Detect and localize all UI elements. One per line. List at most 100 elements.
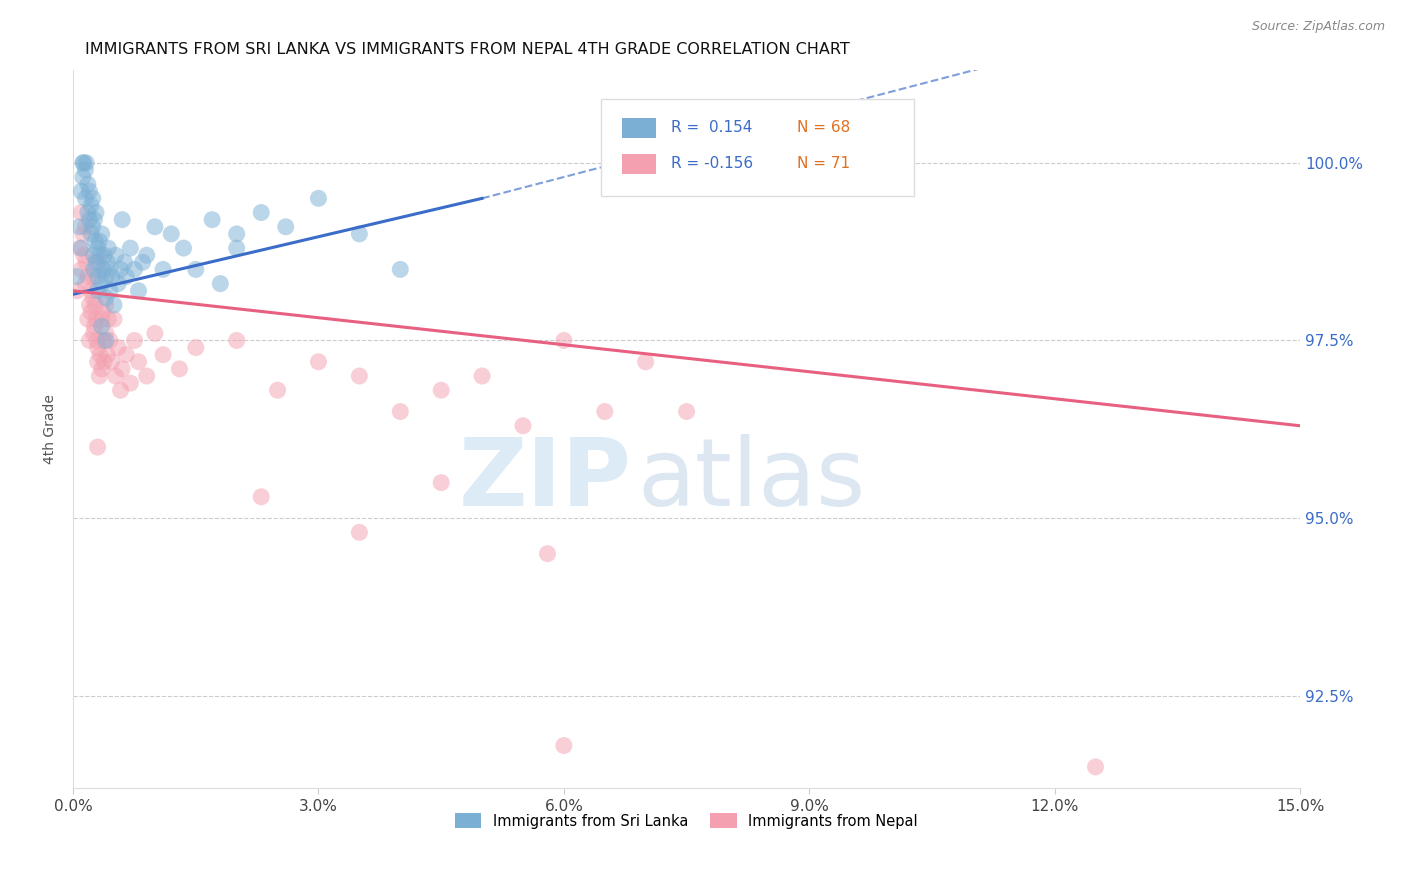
Point: [94, 326, 117, 341]
Point: [69, 219, 91, 234]
Point: [131, 255, 153, 269]
Point: [70, 241, 93, 255]
Point: [98, 334, 121, 348]
Point: [94, 269, 117, 284]
Point: [73, 156, 96, 170]
Point: [96, 255, 118, 269]
Point: [471, 369, 494, 384]
Point: [79, 334, 101, 348]
Point: [94, 291, 117, 305]
Point: [111, 212, 134, 227]
Point: [75, 191, 97, 205]
Point: [114, 255, 136, 269]
Point: [128, 355, 150, 369]
Point: [593, 404, 616, 418]
Point: [389, 262, 412, 277]
Point: [89, 234, 111, 248]
Point: [225, 227, 247, 241]
Point: [143, 219, 166, 234]
Point: [115, 348, 138, 362]
Point: [76, 177, 98, 191]
Point: [536, 547, 558, 561]
Point: [104, 369, 127, 384]
Point: [66, 269, 89, 284]
Point: [93, 355, 115, 369]
Point: [72, 227, 94, 241]
Point: [430, 475, 453, 490]
Point: [160, 227, 183, 241]
Point: [93, 248, 115, 262]
Point: [73, 248, 96, 262]
Point: [84, 312, 107, 326]
Point: [90, 227, 112, 241]
Point: [201, 212, 224, 227]
Point: [98, 284, 121, 298]
Point: [97, 312, 120, 326]
Point: [97, 241, 120, 255]
Point: [93, 334, 115, 348]
Point: [104, 248, 127, 262]
Bar: [621, 118, 655, 138]
Point: [86, 269, 108, 284]
Point: [173, 241, 195, 255]
Point: [90, 319, 112, 334]
Point: [89, 369, 111, 384]
Point: [70, 205, 93, 219]
Point: [80, 284, 103, 298]
Point: [86, 341, 108, 355]
Bar: [621, 153, 655, 174]
Point: [250, 205, 273, 219]
Point: [83, 212, 105, 227]
Point: [430, 383, 453, 397]
Point: [107, 341, 129, 355]
Point: [83, 248, 105, 262]
Point: [76, 205, 98, 219]
Text: R =  0.154: R = 0.154: [671, 120, 752, 136]
Point: [225, 334, 247, 348]
Point: [76, 269, 98, 284]
Point: [209, 277, 232, 291]
Point: [84, 298, 107, 312]
Point: [75, 156, 97, 170]
Point: [634, 355, 657, 369]
Point: [86, 284, 108, 298]
Point: [124, 262, 146, 277]
Text: R = -0.156: R = -0.156: [671, 156, 752, 171]
Point: [107, 277, 129, 291]
Point: [90, 277, 112, 291]
Point: [103, 312, 125, 326]
Point: [135, 369, 157, 384]
Point: [110, 383, 132, 397]
Point: [93, 262, 115, 277]
Point: [111, 362, 134, 376]
Point: [79, 212, 101, 227]
Point: [83, 269, 105, 284]
Point: [70, 262, 93, 277]
Point: [90, 312, 112, 326]
Point: [98, 262, 121, 277]
Point: [120, 376, 142, 390]
Point: [69, 241, 91, 255]
Point: [89, 248, 111, 262]
Point: [75, 277, 97, 291]
Legend: Immigrants from Sri Lanka, Immigrants from Nepal: Immigrants from Sri Lanka, Immigrants fr…: [450, 807, 924, 835]
Point: [349, 369, 371, 384]
Point: [308, 355, 330, 369]
Point: [250, 490, 273, 504]
Point: [75, 162, 97, 177]
Point: [184, 262, 207, 277]
Point: [80, 305, 103, 319]
Point: [152, 348, 174, 362]
Point: [96, 348, 118, 362]
Point: [143, 326, 166, 341]
Point: [274, 219, 297, 234]
Point: [86, 334, 108, 348]
Point: [169, 362, 191, 376]
Point: [124, 334, 146, 348]
Point: [1084, 760, 1107, 774]
Point: [89, 348, 111, 362]
Point: [100, 269, 122, 284]
Point: [120, 241, 142, 255]
Point: [83, 262, 105, 277]
Point: [349, 227, 371, 241]
